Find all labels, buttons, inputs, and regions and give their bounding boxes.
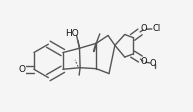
Text: O: O [141,25,147,33]
Text: O: O [140,57,147,66]
Text: HO: HO [65,29,79,38]
Text: O: O [149,59,156,68]
Text: Cl: Cl [153,24,161,33]
Text: O: O [18,65,25,74]
